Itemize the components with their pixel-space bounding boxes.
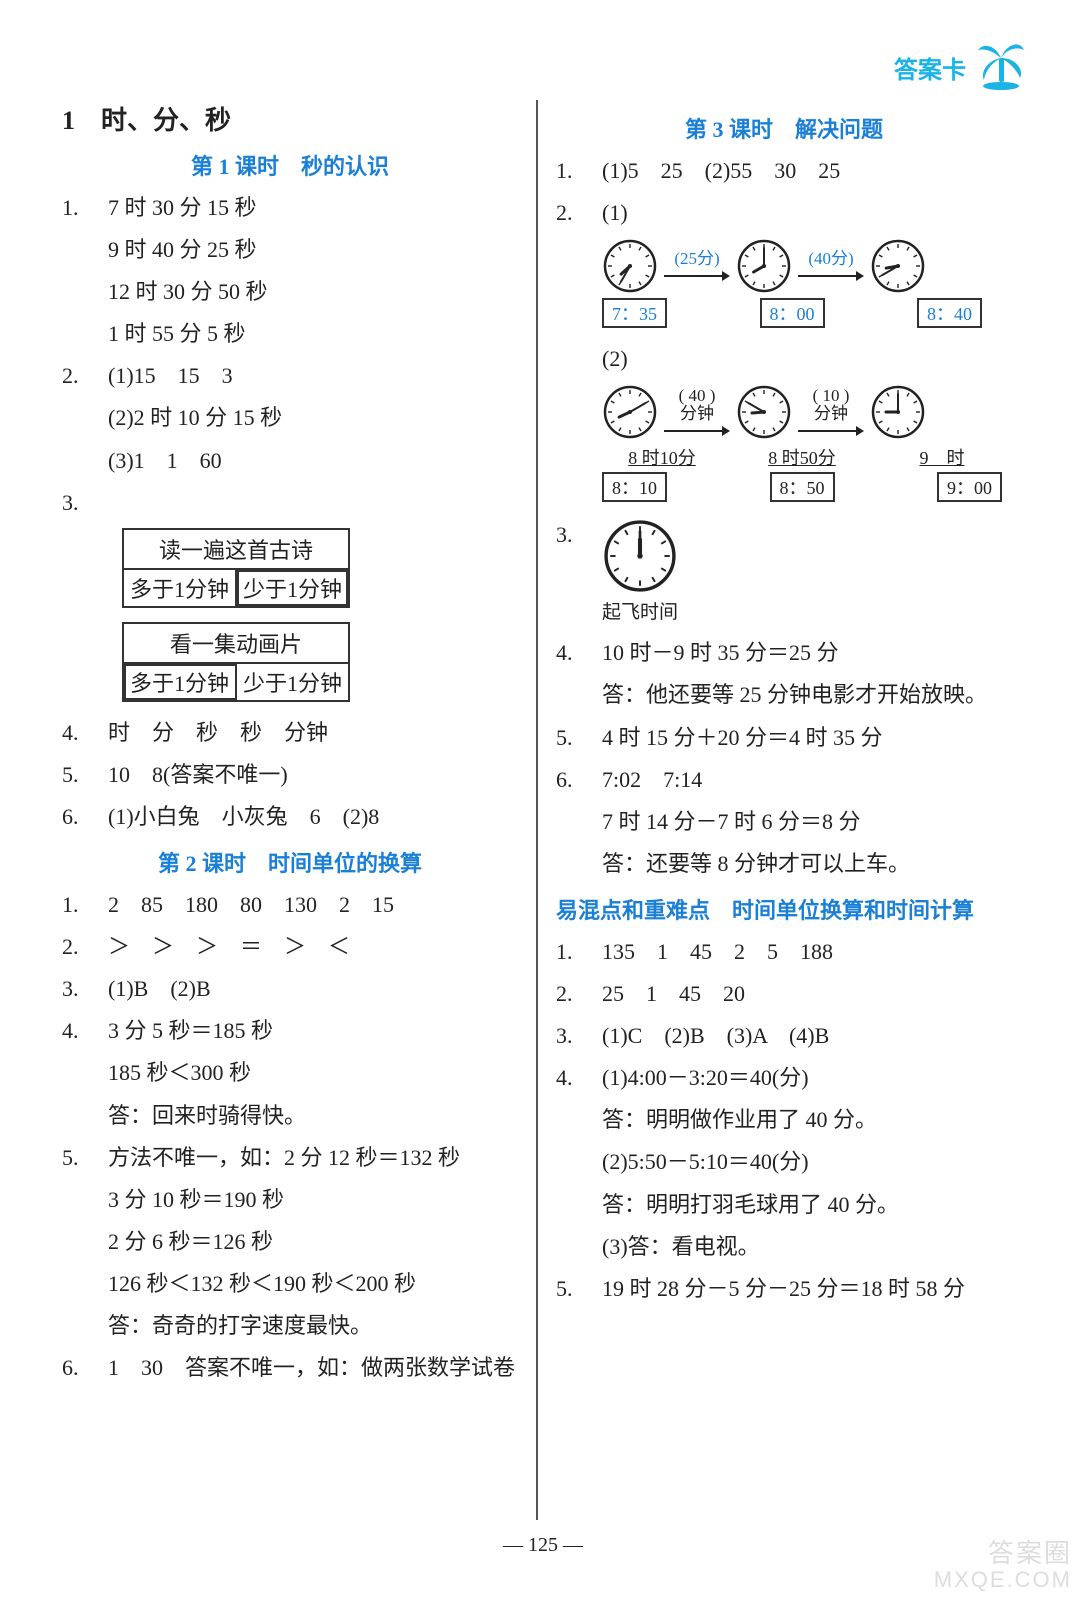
list-item: 答：明明打羽毛球用了 40 分。 xyxy=(602,1188,1012,1222)
list-item: 3. xyxy=(62,486,518,520)
page-number: — 125 — xyxy=(50,1534,1036,1557)
time-box: 8：40 xyxy=(917,298,982,328)
list-item: 答：他还要等 25 分钟电影才开始放映。 xyxy=(602,678,1012,712)
list-item: (3)答：看电视。 xyxy=(602,1230,1012,1264)
arrow-icon xyxy=(664,269,730,283)
clock-icon xyxy=(602,384,658,440)
list-item: 答：还要等 8 分钟才可以上车。 xyxy=(602,847,1012,881)
list-item: 4.时 分 秒 秒 分钟 xyxy=(62,716,518,750)
list-item: (2)2 时 10 分 15 秒 xyxy=(108,401,518,435)
watermark-cn: 答案圈 xyxy=(934,1539,1072,1568)
arrow-label: 分钟 xyxy=(680,405,714,424)
list-item: 2.＞ ＞ ＞ ＝ ＞ ＜ xyxy=(62,930,518,964)
watermark-en: MXQE.COM xyxy=(934,1568,1072,1592)
clock-row-2: ( 40 ) 分钟 ( 10 ) 分钟 xyxy=(602,384,1012,440)
list-item: 5.10 8(答案不唯一) xyxy=(62,758,518,792)
list-item: 1.(1)5 25 (2)55 30 25 xyxy=(556,154,1012,188)
clock-icon xyxy=(736,384,792,440)
time-box-row: 7：35 8：00 8：40 xyxy=(602,298,982,328)
arrow-label: 分钟 xyxy=(814,405,848,424)
section-3-title: 第 3 课时 解决问题 xyxy=(556,112,1012,144)
list-item: 6.1 30 答案不唯一，如：做两张数学试卷 xyxy=(62,1351,518,1385)
list-item: 答：奇奇的打字速度最快。 xyxy=(108,1309,518,1343)
time-label: 8 时50分 xyxy=(742,444,862,470)
choice-top: 读一遍这首古诗 xyxy=(124,530,348,570)
left-column: 1 时、分、秒 第 1 课时 秒的认识 1.7 时 30 分 15 秒 9 时 … xyxy=(50,100,530,1520)
list-item: 4.10 时－9 时 35 分＝25 分 xyxy=(556,636,1012,670)
clock-caption: 起飞时间 xyxy=(602,602,678,623)
section-2-title: 第 2 课时 时间单位的换算 xyxy=(62,846,518,878)
choice-box-1: 读一遍这首古诗 多于1分钟 少于1分钟 xyxy=(122,528,518,608)
chapter-title: 1 时、分、秒 xyxy=(62,100,518,137)
list-item: 9 时 40 分 25 秒 xyxy=(108,233,518,267)
list-item: (3)1 1 60 xyxy=(108,444,518,478)
arrow-label: (25分) xyxy=(674,250,719,269)
time-box: 8：50 xyxy=(770,472,835,502)
time-box: 7：35 xyxy=(602,298,667,328)
choice-right: 少于1分钟 xyxy=(237,664,348,700)
list-item: 1.7 时 30 分 15 秒 xyxy=(62,191,518,225)
list-item: 1.135 1 45 2 5 188 xyxy=(556,935,1012,969)
list-item: 2 分 6 秒＝126 秒 xyxy=(108,1225,518,1259)
time-label: 9 时 xyxy=(882,444,1002,470)
choice-right-selected: 少于1分钟 xyxy=(237,570,348,606)
clock-icon xyxy=(736,238,792,294)
mix-section-title: 易混点和重难点 时间单位换算和时间计算 xyxy=(556,893,1012,925)
list-item: 6.7:02 7:14 xyxy=(556,763,1012,797)
list-item: 5.4 时 15 分＋20 分＝4 时 35 分 xyxy=(556,721,1012,755)
list-item: 4.(1)4:00－3:20＝40(分) xyxy=(556,1061,1012,1095)
list-item: 2.(1)15 15 3 xyxy=(62,359,518,393)
watermark: 答案圈 MXQE.COM xyxy=(934,1539,1072,1592)
list-item: 2.(1) xyxy=(556,196,1012,230)
time-box-row: 8：10 8：50 9：00 xyxy=(602,472,1002,502)
choice-left-selected: 多于1分钟 xyxy=(124,664,237,700)
time-box: 8：00 xyxy=(760,298,825,328)
header-answer-card: 答案卡 xyxy=(894,50,966,85)
list-item: 6.(1)小白兔 小灰兔 6 (2)8 xyxy=(62,800,518,834)
clock-icon xyxy=(870,384,926,440)
list-item: 3 分 10 秒＝190 秒 xyxy=(108,1183,518,1217)
clock-icon xyxy=(602,238,658,294)
clock-icon xyxy=(602,518,678,594)
time-label: 8 时10分 xyxy=(602,444,722,470)
list-item: 1.2 85 180 80 130 2 15 xyxy=(62,888,518,922)
time-box: 9：00 xyxy=(937,472,1002,502)
list-item: 185 秒＜300 秒 xyxy=(108,1056,518,1090)
list-item: (2)5:50－5:10＝40(分) xyxy=(602,1145,1012,1179)
time-label-row: 8 时10分 8 时50分 9 时 xyxy=(602,444,1002,470)
choice-top: 看一集动画片 xyxy=(124,624,348,664)
clock-row-1: (25分) (40分) xyxy=(602,238,1012,294)
list-item: 4.3 分 5 秒＝185 秒 xyxy=(62,1014,518,1048)
two-column-layout: 1 时、分、秒 第 1 课时 秒的认识 1.7 时 30 分 15 秒 9 时 … xyxy=(50,100,1036,1520)
choice-box-2: 看一集动画片 多于1分钟 少于1分钟 xyxy=(122,622,518,702)
time-box: 8：10 xyxy=(602,472,667,502)
column-divider xyxy=(536,100,538,1520)
list-item: 3.(1)C (2)B (3)A (4)B xyxy=(556,1019,1012,1053)
arrow-icon xyxy=(798,424,864,438)
list-item: 7 时 14 分－7 时 6 分＝8 分 xyxy=(602,805,1012,839)
right-column: 第 3 课时 解决问题 1.(1)5 25 (2)55 30 25 2.(1) … xyxy=(544,100,1024,1520)
list-item: 12 时 30 分 50 秒 xyxy=(108,275,518,309)
arrow-icon xyxy=(798,269,864,283)
arrow-label: ( 40 ) xyxy=(679,387,716,406)
list-item: 5.方法不唯一，如：2 分 12 秒＝132 秒 xyxy=(62,1141,518,1175)
list-item: 5.19 时 28 分－5 分－25 分＝18 时 58 分 xyxy=(556,1272,1012,1306)
list-item: 1 时 55 分 5 秒 xyxy=(108,317,518,351)
clock-icon xyxy=(870,238,926,294)
list-item: 2.25 1 45 20 xyxy=(556,977,1012,1011)
list-item: 3. 起飞时间 xyxy=(556,518,1012,628)
list-item: 3.(1)B (2)B xyxy=(62,972,518,1006)
list-item: 答：回来时骑得快。 xyxy=(108,1099,518,1133)
arrow-label: ( 10 ) xyxy=(813,387,850,406)
list-item: 126 秒＜132 秒＜190 秒＜200 秒 xyxy=(108,1267,518,1301)
palm-tree-icon xyxy=(976,36,1026,92)
list-item: (2) xyxy=(602,342,1012,376)
section-1-title: 第 1 课时 秒的认识 xyxy=(62,149,518,181)
arrow-icon xyxy=(664,424,730,438)
list-item: 答：明明做作业用了 40 分。 xyxy=(602,1103,1012,1137)
arrow-label: (40分) xyxy=(808,250,853,269)
choice-left: 多于1分钟 xyxy=(124,570,237,606)
